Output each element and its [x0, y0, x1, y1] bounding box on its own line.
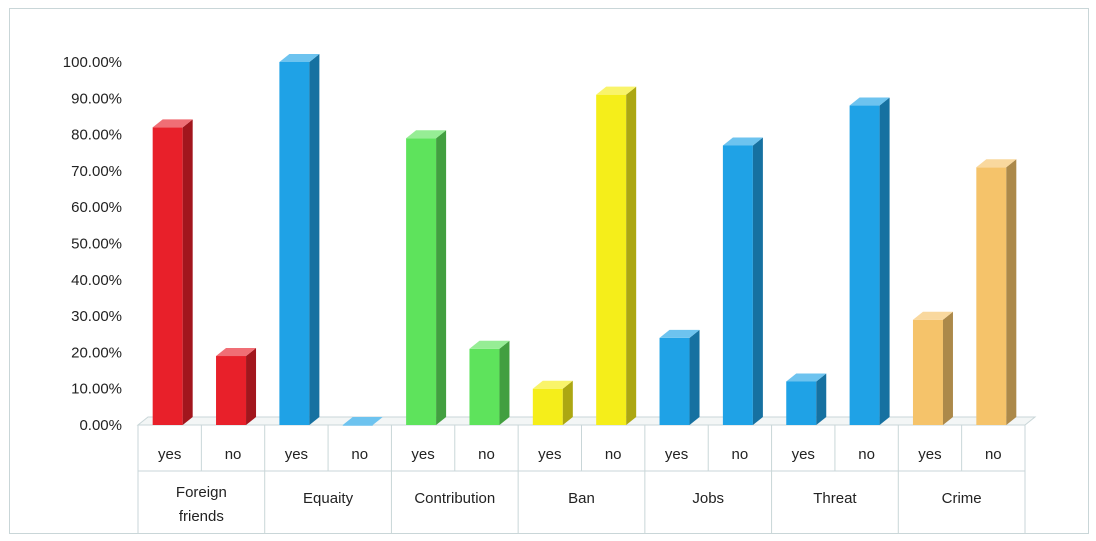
bar-side	[562, 380, 573, 425]
bar-front	[469, 348, 500, 425]
bar-side	[689, 329, 700, 425]
bar-side	[752, 137, 763, 426]
category-label: no	[351, 446, 368, 463]
bar-front	[912, 319, 943, 425]
category-label: yes	[411, 446, 434, 463]
y-tick-label: 50.00%	[71, 236, 122, 253]
bar-threat-no	[849, 97, 890, 425]
bar-top	[216, 348, 257, 357]
y-tick-label: 80.00%	[71, 127, 122, 144]
bar-front	[406, 138, 437, 426]
bar-side	[246, 348, 257, 425]
category-label: no	[858, 446, 875, 463]
group-label: Ban	[568, 490, 595, 507]
bar-side	[436, 130, 447, 425]
bar-top	[786, 373, 827, 382]
bar-contribution-yes	[406, 130, 447, 426]
y-tick-label: 20.00%	[71, 344, 122, 361]
bar-top	[152, 119, 193, 128]
bar-foreign-friends-no	[216, 348, 257, 425]
bar-contribution-no	[469, 340, 510, 425]
category-label: yes	[158, 446, 181, 463]
category-label: no	[605, 446, 622, 463]
category-label: yes	[285, 446, 308, 463]
chart-floor	[136, 416, 1037, 426]
bar-front	[722, 145, 753, 426]
bar-threat-yes	[786, 373, 827, 425]
bar-side	[816, 373, 827, 425]
y-tick-label: 100.00%	[63, 54, 122, 71]
bar-front	[342, 425, 373, 426]
category-label: no	[985, 446, 1002, 463]
y-tick-label: 90.00%	[71, 90, 122, 107]
bar-ban-yes	[532, 380, 573, 425]
bar-top	[532, 380, 573, 389]
bar-equaity-yes	[279, 54, 320, 425]
bar-top	[596, 86, 637, 95]
bar-front	[786, 381, 817, 425]
bar-front	[659, 337, 690, 425]
y-tick-label: 40.00%	[71, 272, 122, 289]
y-tick-label: 70.00%	[71, 163, 122, 180]
bar-jobs-no	[722, 137, 763, 426]
group-label: Equaity	[303, 490, 354, 507]
bar-foreign-friends-yes	[152, 119, 193, 425]
bar-top	[659, 329, 700, 338]
group-label: Contribution	[414, 490, 495, 507]
bar-top	[406, 130, 447, 139]
bar-front	[216, 356, 247, 425]
bar-front	[976, 167, 1007, 425]
bar-front	[596, 94, 627, 426]
bar-crime-yes	[912, 311, 953, 425]
bar-front	[279, 62, 310, 425]
group-label: Jobs	[692, 490, 724, 507]
category-label: no	[225, 446, 242, 463]
bar-side	[879, 97, 890, 425]
bar-equaity-no	[342, 417, 383, 426]
bar-side	[1006, 159, 1017, 425]
group-label: friends	[179, 508, 224, 525]
group-label: Threat	[813, 490, 857, 507]
bar-crime-no	[976, 159, 1017, 425]
bar-top	[469, 340, 510, 349]
y-tick-label: 30.00%	[71, 308, 122, 325]
bar-front	[152, 127, 183, 425]
bar-top	[912, 311, 953, 320]
category-label: yes	[538, 446, 561, 463]
bar-side	[499, 340, 510, 425]
category-label: no	[478, 446, 495, 463]
bar-front	[849, 105, 880, 425]
bar-side	[626, 86, 637, 426]
bar-top	[279, 54, 320, 62]
y-tick-label: 0.00%	[79, 417, 122, 434]
group-label: Foreign	[176, 484, 227, 501]
bar-side	[182, 119, 193, 425]
category-label: yes	[665, 446, 688, 463]
bar-front	[532, 388, 563, 425]
bar-top	[342, 417, 383, 425]
bar-top	[722, 137, 763, 146]
y-tick-label: 10.00%	[71, 381, 122, 398]
category-label: yes	[792, 446, 815, 463]
category-label: yes	[918, 446, 941, 463]
y-tick-label: 60.00%	[71, 199, 122, 216]
bar-chart: 0.00% 10.00% 20.00% 30.00% 40.00% 50.00% 60.00…	[63, 54, 1037, 533]
bar-jobs-yes	[659, 329, 700, 425]
chart-frame: 0.00% 10.00% 20.00% 30.00% 40.00% 50.00% 60.00…	[9, 8, 1089, 534]
bar-side	[942, 311, 953, 425]
group-label: Crime	[942, 490, 982, 507]
category-label: no	[732, 446, 749, 463]
bar-side	[309, 54, 320, 425]
bar-ban-no	[596, 86, 637, 426]
bar-top	[976, 159, 1017, 168]
bar-top	[849, 97, 890, 106]
